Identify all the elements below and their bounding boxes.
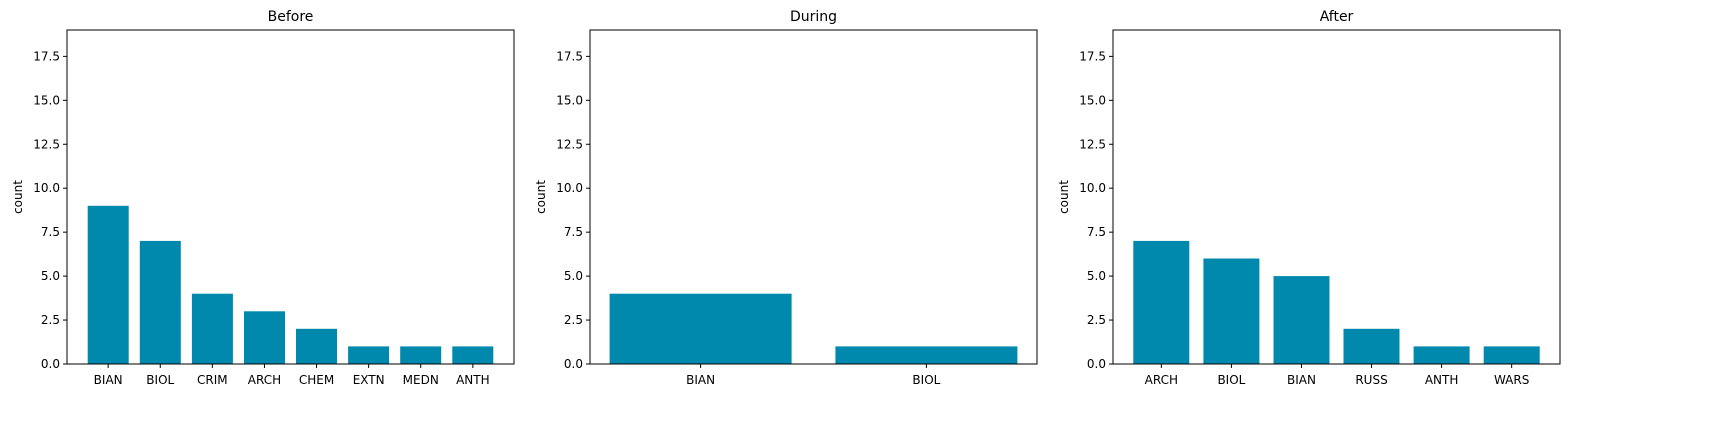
- x-tick-label: BIAN: [94, 373, 123, 387]
- x-tick-label: ARCH: [248, 373, 281, 387]
- bar-crim: [191, 293, 233, 364]
- x-tick-label: BIAN: [1287, 373, 1316, 387]
- panel-before: BIAN BIOL CRIM ARCH CHEM EXTN MEDN ANTH 0.0 2.5 5.…: [11, 9, 515, 387]
- y-axis-title: count: [1057, 180, 1071, 214]
- x-tick-label: RUSS: [1355, 373, 1387, 387]
- y-tick-label: 5.0: [41, 269, 60, 283]
- bar-biol: [139, 240, 181, 364]
- bar-anth: [452, 346, 494, 364]
- y-tick-label: 2.5: [1087, 313, 1106, 327]
- y-tick-label: 10.0: [1079, 181, 1106, 195]
- y-tick-label: 10.0: [33, 181, 60, 195]
- y-tick-label: 15.0: [33, 93, 60, 107]
- y-tick-label: 12.5: [33, 137, 60, 151]
- y-tick-label: 10.0: [556, 181, 583, 195]
- panel-title: After: [1320, 9, 1354, 25]
- panel-during: BIAN BIOL 0.0 2.5 5.0 7.5 10.0 12.5 15.0 17.5 coun…: [534, 9, 1038, 387]
- y-tick-label: 5.0: [1087, 269, 1106, 283]
- y-axis-title: count: [534, 180, 548, 214]
- y-tick-label: 5.0: [564, 269, 583, 283]
- y-tick-label: 7.5: [1087, 225, 1106, 239]
- y-tick-label: 17.5: [33, 49, 60, 63]
- x-tick-label: EXTN: [353, 373, 385, 387]
- y-tick-label: 12.5: [556, 137, 583, 151]
- y-tick-label: 15.0: [556, 93, 583, 107]
- x-tick-label: BIOL: [1217, 373, 1245, 387]
- bar-russ: [1343, 328, 1400, 364]
- bar-anth: [1413, 346, 1470, 364]
- y-tick-label: 7.5: [564, 225, 583, 239]
- y-tick-label: 2.5: [564, 313, 583, 327]
- bar-extn: [348, 346, 390, 364]
- bar-bian: [1273, 276, 1330, 364]
- bar-wars: [1483, 346, 1540, 364]
- x-tick-label: ARCH: [1145, 373, 1178, 387]
- x-tick-label: CRIM: [197, 373, 228, 387]
- panel-after: ARCH BIOL BIAN RUSS ANTH WARS 0.0 2.5 5.0 7.5 10.0…: [1057, 9, 1561, 387]
- x-tick-label: BIOL: [146, 373, 174, 387]
- bar-biol: [835, 346, 1018, 364]
- bar-arch: [244, 311, 285, 364]
- y-tick-label: 0.0: [564, 357, 583, 371]
- x-tick-label: WARS: [1494, 373, 1529, 387]
- x-tick-label: ANTH: [456, 373, 490, 387]
- x-tick-label: MEDN: [403, 373, 439, 387]
- bar-chem: [296, 328, 337, 364]
- y-tick-label: 15.0: [1079, 93, 1106, 107]
- y-axis-title: count: [11, 180, 25, 214]
- panel-title: Before: [268, 9, 314, 25]
- x-tick-label: ANTH: [1425, 373, 1459, 387]
- axes-frame: [66, 29, 515, 365]
- y-tick-label: 7.5: [41, 225, 60, 239]
- y-tick-label: 2.5: [41, 313, 60, 327]
- bar-arch: [1133, 240, 1190, 364]
- x-tick-label: CHEM: [299, 373, 334, 387]
- y-tick-label: 17.5: [556, 49, 583, 63]
- y-tick-label: 12.5: [1079, 137, 1106, 151]
- x-tick-label: BIAN: [686, 373, 715, 387]
- axes-frame: [589, 29, 1038, 365]
- panel-title: During: [790, 9, 837, 25]
- bar-bian: [87, 205, 129, 364]
- y-tick-label: 0.0: [41, 357, 60, 371]
- x-tick-label: BIOL: [912, 373, 940, 387]
- axes-frame: [1112, 29, 1561, 365]
- bar-bian: [609, 293, 792, 364]
- y-tick-label: 0.0: [1087, 357, 1106, 371]
- y-tick-label: 17.5: [1079, 49, 1106, 63]
- bar-biol: [1203, 258, 1260, 364]
- bar-medn: [400, 346, 442, 364]
